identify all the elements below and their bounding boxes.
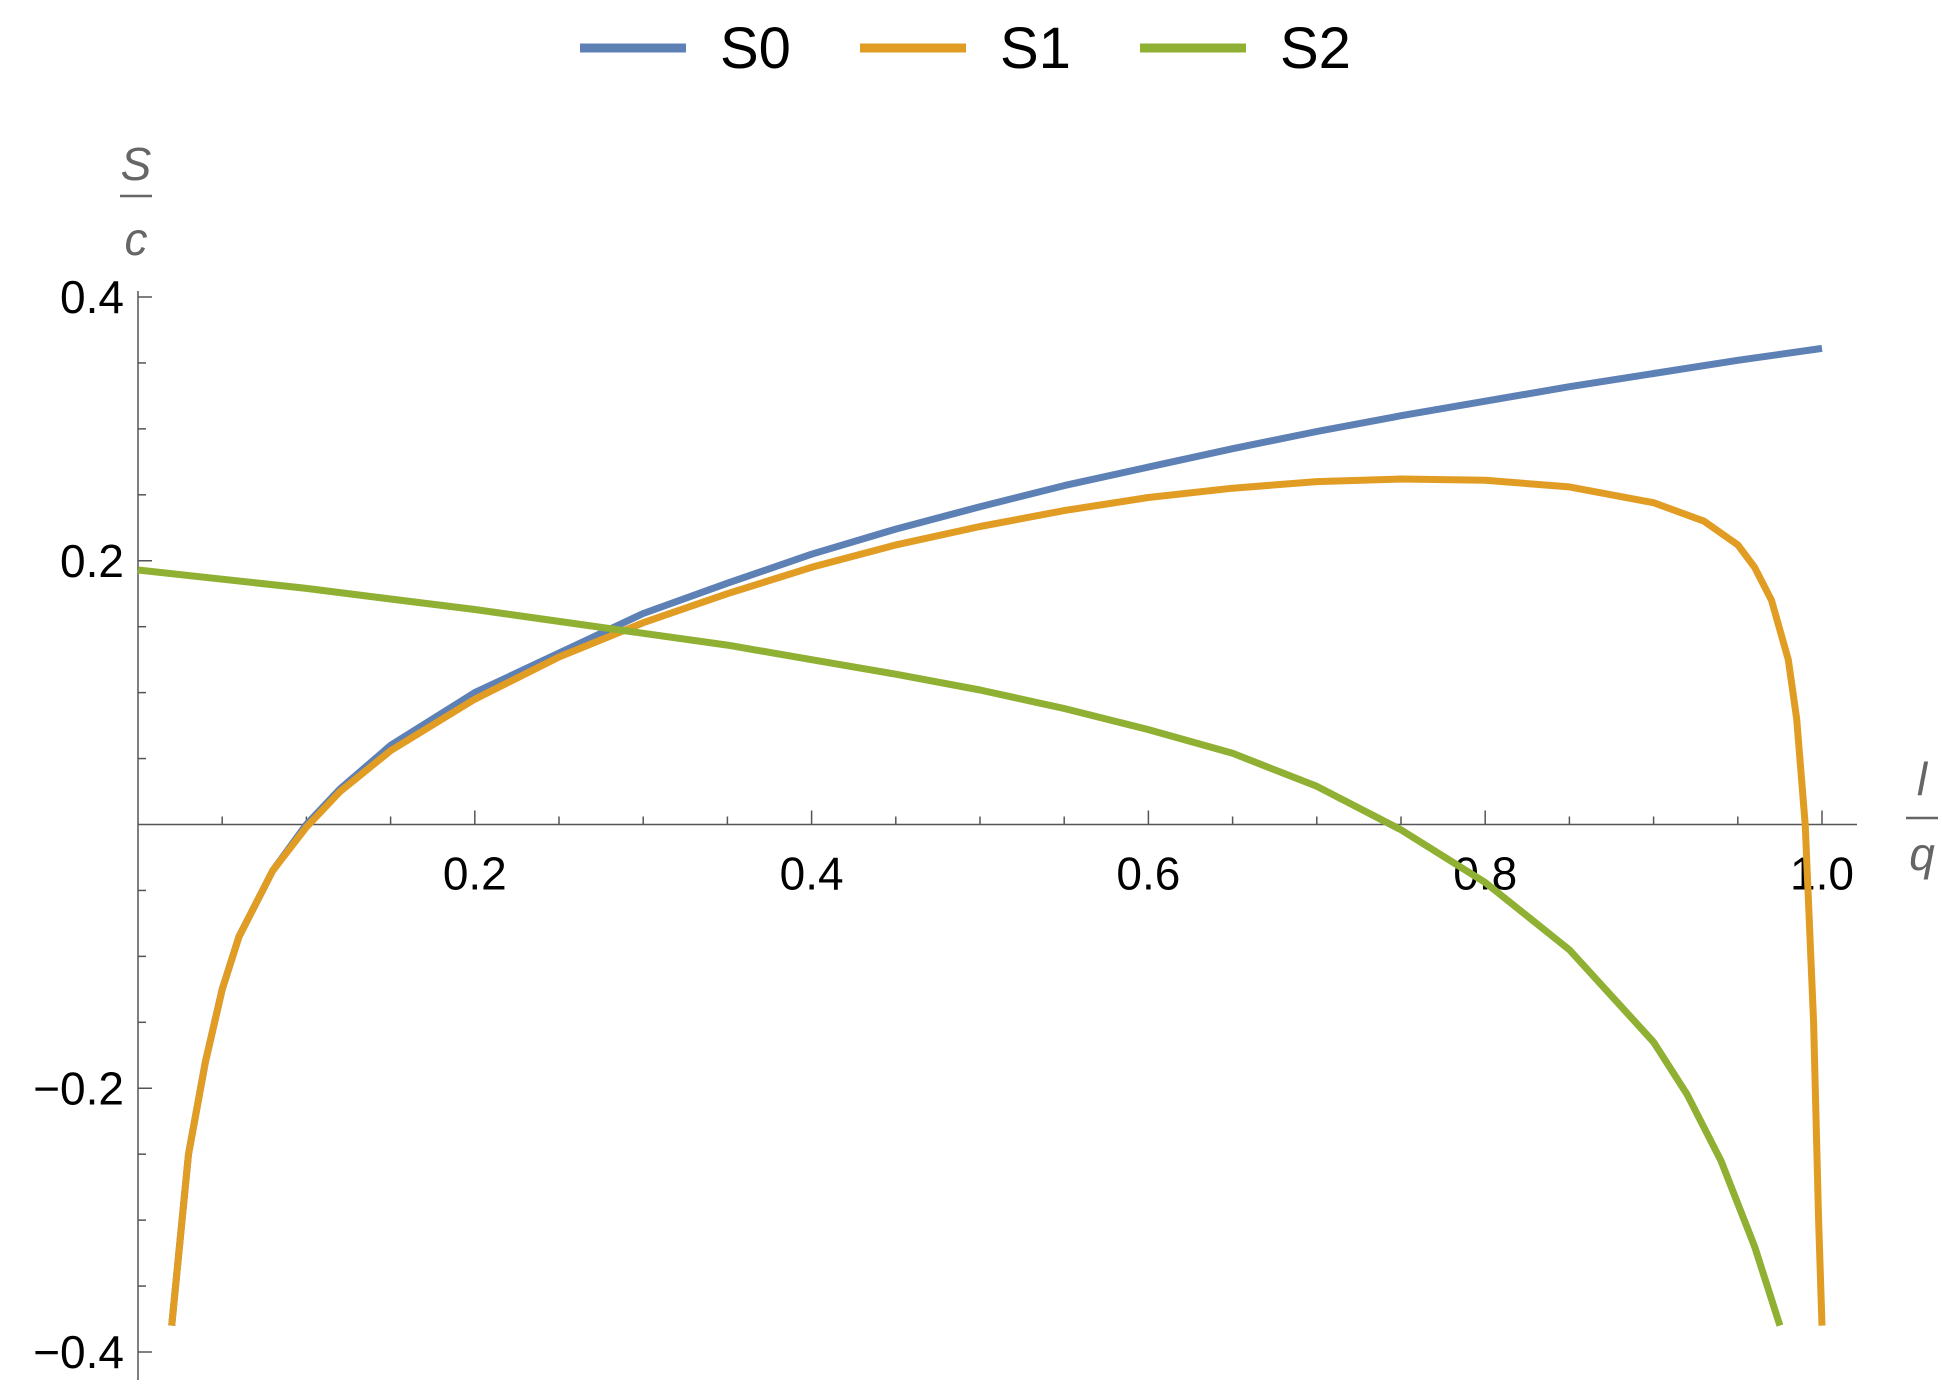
- x-tick-label: 0.8: [1453, 848, 1517, 900]
- x-tick-label: 1.0: [1790, 848, 1854, 900]
- x-axis-label-numerator: l: [1917, 753, 1929, 805]
- y-axis-label-denominator: c: [125, 213, 148, 265]
- y-axis-label-numerator: S: [121, 138, 152, 190]
- legend: S0 S1 S2: [580, 16, 1351, 81]
- series-lines: [137, 344, 1826, 1327]
- x-tick-label: 0.2: [443, 848, 507, 900]
- legend-label-S1: S1: [1000, 16, 1071, 81]
- y-tick-label: 0.4: [60, 271, 124, 323]
- series-line-S2: [137, 566, 1784, 1327]
- y-tick-label: −0.2: [33, 1062, 124, 1114]
- x-tick-label: 0.6: [1116, 848, 1180, 900]
- y-tick-label: 0.2: [60, 535, 124, 587]
- legend-label-S0: S0: [720, 16, 791, 81]
- x-axis-label-denominator: q: [1909, 828, 1935, 880]
- axis-labels: Sc lq: [120, 138, 1938, 880]
- series-line-S1: [168, 475, 1826, 1326]
- y-tick-label: −0.4: [33, 1326, 124, 1378]
- legend-label-S2: S2: [1280, 16, 1351, 81]
- axes: 0.2 0.4 0.6 0.8 1.0 0.4 0.2 −0.2 −0.4: [33, 271, 1857, 1380]
- x-tick-label: 0.4: [780, 848, 844, 900]
- series-line-S0: [168, 344, 1823, 1326]
